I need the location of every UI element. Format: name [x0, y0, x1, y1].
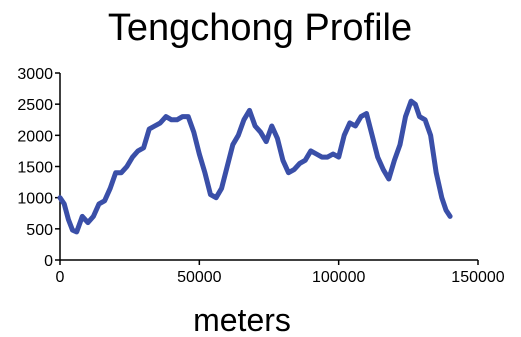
x-axis-label: meters	[193, 302, 291, 337]
chart-title: Tengchong Profile	[108, 7, 412, 49]
series-group	[57, 98, 453, 235]
y-tick-label: 2500	[17, 97, 53, 114]
y-tick-label: 0	[44, 253, 53, 270]
x-tick-label: 150000	[451, 269, 504, 286]
x-tick-label: 0	[56, 269, 65, 286]
y-tick-label: 2000	[17, 128, 53, 145]
x-tick-label: 100000	[312, 269, 365, 286]
y-tick-label: 1000	[17, 191, 53, 208]
y-axis-ticks: 0 500 1000 1500 2000 2500 3000	[17, 66, 60, 270]
series-line	[57, 98, 453, 235]
y-tick-label: 1500	[17, 160, 53, 177]
x-axis-ticks: 0 50000 100000 150000	[56, 260, 505, 286]
y-tick-label: 500	[26, 222, 53, 239]
y-tick-label: 3000	[17, 66, 53, 83]
x-tick-label: 50000	[177, 269, 222, 286]
